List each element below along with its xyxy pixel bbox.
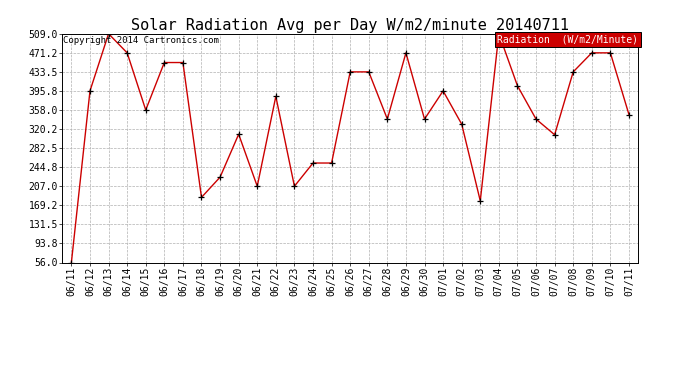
Text: Copyright 2014 Cartronics.com: Copyright 2014 Cartronics.com bbox=[63, 36, 219, 45]
Text: Radiation  (W/m2/Minute): Radiation (W/m2/Minute) bbox=[497, 35, 638, 45]
Title: Solar Radiation Avg per Day W/m2/minute 20140711: Solar Radiation Avg per Day W/m2/minute … bbox=[131, 18, 569, 33]
